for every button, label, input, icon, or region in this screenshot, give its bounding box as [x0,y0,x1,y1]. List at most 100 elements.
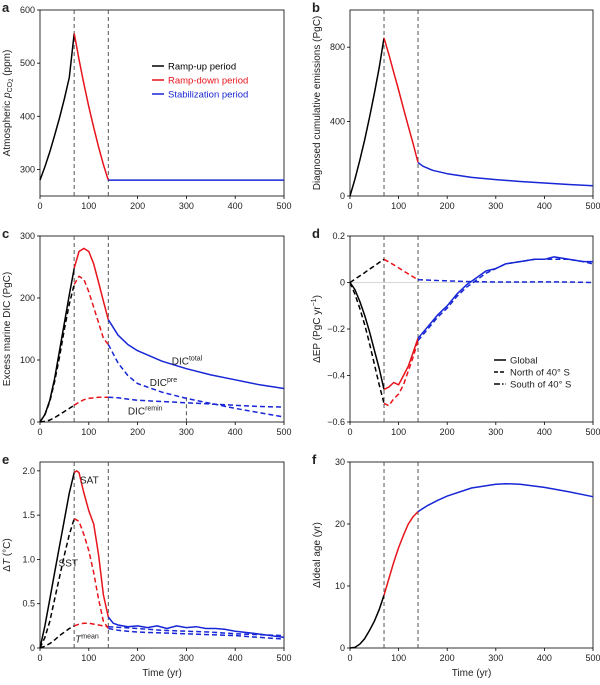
x-tick-label: 400 [228,427,243,437]
y-tick-label: 600 [20,5,35,15]
series-line [417,482,594,513]
series-line [417,256,593,339]
legend-label: Global [510,356,537,367]
series-line [107,616,285,639]
series-line [39,268,75,423]
panel-f: f 0 100 200 300 400 500 0 10 20 30 ΔIdeal age (yr) T… [312,452,600,679]
y-tick-label: 500 [20,58,35,68]
x-tick-label: 100 [81,653,96,663]
series-line [73,33,110,181]
series-line [383,340,419,407]
axes-frame [39,9,285,197]
series-line [73,518,109,629]
series-annotation: DICremin [128,406,163,418]
y-tick-label: 1.0 [22,554,35,564]
x-tick-label: 0 [37,427,42,437]
x-tick-label: 0 [347,201,352,211]
y-axis-label: Atmospheric pCO2 (ppm) [2,50,15,157]
y-tick-label: 800 [330,42,345,52]
x-tick-label: 300 [488,201,503,211]
panel-letter: b [312,0,320,15]
x-tick-label: 400 [537,201,552,211]
x-tick-label: 100 [391,653,406,663]
x-tick-label: 200 [130,427,145,437]
y-tick-label: −0.6 [327,417,345,427]
x-tick-label: 100 [81,201,96,211]
x-tick-label: 300 [179,653,194,663]
axes-frame [349,235,594,423]
panel-letter: e [2,452,9,467]
panel-c: c 0 100 200 300 400 500 0 100 200 300 Excess marine… [2,226,292,437]
y-tick-label: 1.5 [22,510,35,520]
series-annotation: DICpre [150,377,177,389]
x-tick-label: 300 [179,201,194,211]
y-axis-label: Diagnosed cumulative emissions (PgC) [312,16,323,191]
y-axis-label: ΔEP (PgC yr−1) [311,295,323,363]
x-tick-label: 300 [488,427,503,437]
series-line [108,625,285,637]
y-tick-label: 20 [335,519,345,529]
series-line [108,396,285,408]
x-tick-label: 0 [347,427,352,437]
panel-letter: d [312,226,320,241]
y-tick-label: 400 [20,111,35,121]
x-tick-label: 100 [391,201,406,211]
series-line [107,319,285,390]
y-tick-label: 0 [340,643,345,653]
series-line [39,33,75,181]
series-line [73,622,109,628]
series-line [73,470,110,618]
x-tick-label: 500 [276,653,291,663]
series-line [39,284,75,423]
legend-label: North of 40° S [510,368,570,379]
series-line [383,37,419,163]
y-tick-label: 0 [30,643,35,653]
panel-a: a 0 100 200 300 400 500 300 400 500 600 Atmospheric… [2,0,292,211]
x-tick-label: 400 [537,653,552,663]
y-tick-label: −0.2 [327,324,345,334]
series-line [107,344,285,418]
series-line [383,338,419,391]
x-axis-label: Time (yr) [142,668,182,679]
y-tick-label: 200 [20,293,35,303]
y-tick-label: 400 [330,117,345,127]
series-line [349,37,385,197]
y-tick-label: 100 [20,355,35,365]
series-line [383,511,419,596]
series-line [39,625,75,649]
legend-label: Ramp-down period [168,76,248,87]
series-line [73,396,109,406]
y-tick-label: 0 [30,417,35,427]
legend-label: South of 40° S [510,380,571,391]
y-axis-label: ΔT (°C) [2,538,13,571]
x-tick-label: 500 [585,427,600,437]
x-tick-label: 200 [440,653,455,663]
legend-label: Ramp-up period [168,62,236,73]
axes-frame [39,235,285,423]
axes-frame [349,9,594,197]
x-tick-label: 0 [37,653,42,663]
series-line [73,247,110,320]
x-tick-label: 200 [440,427,455,437]
y-axis-label: Excess marine DIC (PgC) [2,272,13,386]
y-tick-label: 0.2 [332,231,345,241]
series-line [73,275,109,345]
panel-letter: f [312,452,317,467]
series-line [349,595,385,649]
x-tick-label: 400 [228,653,243,663]
y-tick-label: 0 [340,191,345,201]
x-tick-label: 500 [276,201,291,211]
series-line [108,627,285,640]
y-axis-label: ΔIdeal age (yr) [312,522,323,588]
panel-letter: c [2,226,9,241]
x-tick-label: 200 [130,653,145,663]
y-tick-label: 10 [335,581,345,591]
series-annotation: Tmean [75,634,99,646]
x-tick-label: 100 [391,427,406,437]
series-line [417,278,594,284]
y-tick-label: 0 [340,278,345,288]
series-line [349,258,385,284]
y-tick-label: 30 [335,457,345,467]
panel-d: d 0 100 200 300 400 500 −0.6 −0.4 −0.2 0 0.2 ΔEP (Pg… [311,226,600,437]
